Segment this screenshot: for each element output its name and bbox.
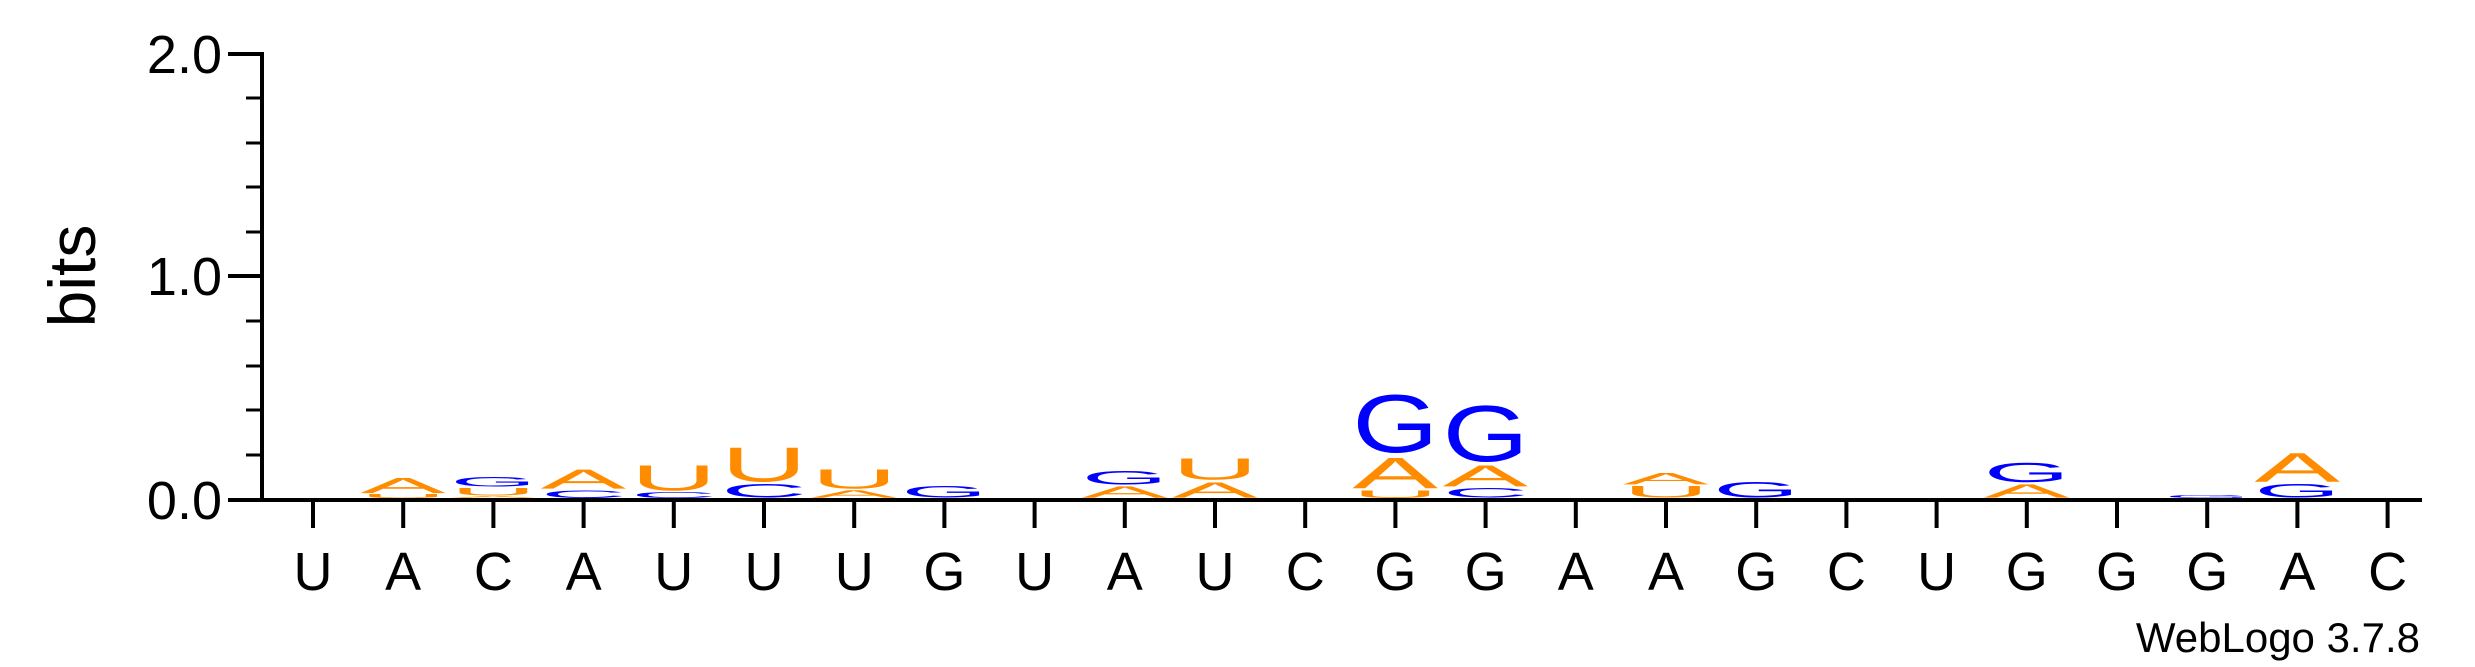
weblogo-credit: WebLogo 3.7.8 (2136, 614, 2420, 661)
x-tick-label: G (1735, 542, 1777, 602)
logo-glyph-u: U (811, 464, 897, 495)
logo-glyph-g: G (1082, 467, 1168, 489)
x-tick-label: U (1917, 542, 1956, 602)
logo-stack: CA (541, 464, 627, 500)
logo-stack: UA (1623, 470, 1709, 502)
x-tick-label: U (294, 542, 333, 602)
logo-stack: AU (1172, 452, 1258, 502)
x-tick-label: A (1648, 542, 1684, 602)
x-ticks (313, 500, 2388, 528)
x-tick-label: U (835, 542, 874, 602)
logo-stack: GA (2254, 445, 2340, 502)
y-tick-label: 1.0 (147, 247, 222, 307)
x-tick-label: G (2186, 542, 2228, 602)
logo-glyph-g: G (450, 474, 536, 489)
logo-glyph-a: A (1623, 470, 1709, 488)
x-tick-label: A (1107, 542, 1143, 602)
x-tick-label: U (654, 542, 693, 602)
logo-glyph-a: A (541, 464, 627, 495)
x-tick-label: U (1196, 542, 1235, 602)
logo-glyph-g: G (1984, 457, 2070, 488)
logo-stack: UAG (1352, 378, 1438, 501)
logo-glyph-g: G (1352, 378, 1438, 470)
logo-stack: UA (360, 473, 446, 499)
logo-glyph-g: G (2164, 494, 2250, 499)
logo-stack: G (1713, 478, 1799, 503)
logo-glyph-u: U (721, 437, 807, 492)
y-tick-label: 0.0 (147, 471, 222, 531)
logo-stack: G (2164, 494, 2250, 499)
logo-glyph-g: G (1443, 390, 1529, 479)
logo-glyph-g: G (1713, 478, 1799, 503)
x-tick-label: C (2368, 542, 2407, 602)
y-axis: 2.0 1.0 0.0 bits (35, 25, 262, 531)
logo-glyph-g: G (901, 483, 987, 502)
logo-stack: AUG (450, 474, 536, 498)
logo-glyph-a: A (360, 473, 446, 498)
x-tick-label: A (2279, 542, 2315, 602)
logo-glyph-u: U (1172, 452, 1258, 486)
x-tick-label: G (1465, 542, 1507, 602)
y-axis-title: bits (35, 225, 109, 328)
logo-stack: CU (631, 458, 717, 499)
logo-stack: AU (811, 464, 897, 500)
logo-stack: CU (721, 437, 807, 502)
x-tick-label: U (745, 542, 784, 602)
logo-glyph-a: A (2254, 445, 2340, 491)
logo-glyph-u: U (631, 458, 717, 498)
logo-stack: AG (1984, 457, 2071, 501)
x-tick-label: A (566, 542, 602, 602)
x-tick-label: A (1558, 542, 1594, 602)
x-tick-label: G (2006, 542, 2048, 602)
logo-stack: AG (1082, 467, 1168, 501)
logo-stack: G (901, 483, 987, 502)
x-tick-label: U (1015, 542, 1054, 602)
x-tick-label: A (385, 542, 421, 602)
logo-stack: CAG (1443, 390, 1530, 501)
x-tick-label: G (2096, 542, 2138, 602)
x-tick-label: C (474, 542, 513, 602)
x-tick-label: G (923, 542, 965, 602)
x-tick-label: C (1827, 542, 1866, 602)
x-tick-label: C (1286, 542, 1325, 602)
x-tick-label: G (1374, 542, 1416, 602)
y-tick-label: 2.0 (147, 25, 222, 85)
